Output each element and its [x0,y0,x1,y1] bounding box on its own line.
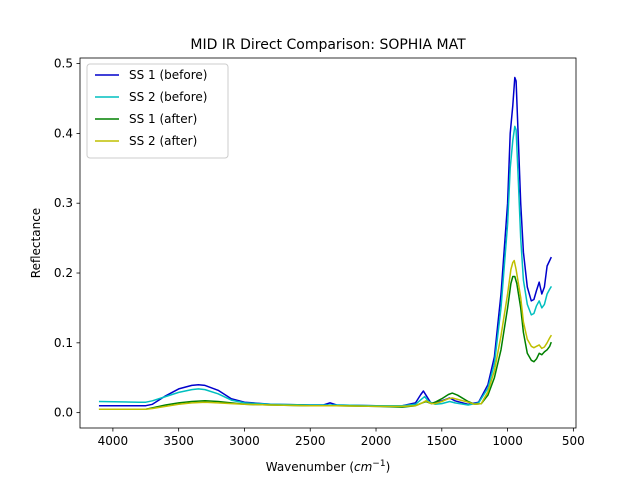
y-tick-label: 0.3 [54,196,73,210]
legend-label: SS 2 (after) [129,134,197,148]
y-tick-label: 0.2 [54,266,73,280]
x-tick-label: 3000 [229,434,260,448]
plot-frame [79,57,577,429]
y-tick-label: 0.1 [54,336,73,350]
y-tick-label: 0.5 [54,57,73,71]
series-line-2 [98,125,553,407]
y-axis-label: Reflectance [29,208,43,278]
x-tick-label: 2500 [295,434,326,448]
series-line-4 [98,259,553,410]
series-line-3 [98,275,552,410]
y-tick-label: 0.4 [54,126,73,140]
y-tick-label: 0.0 [54,406,73,420]
y-axis: 0.0 0.1 0.2 0.3 0.4 0.5 [54,57,80,420]
x-tick-label: 500 [562,434,585,448]
x-tick-label: 1000 [492,434,523,448]
legend-label: SS 2 (before) [129,90,207,104]
chart-title: MID IR Direct Comparison: SOPHIA MAT [190,37,466,53]
legend-box [86,63,229,159]
legend-label: SS 1 (before) [129,68,207,82]
legend-label: SS 1 (after) [129,112,197,126]
x-tick-label: 4000 [98,434,129,448]
x-tick-label: 2000 [361,434,392,448]
x-tick-label: 3500 [163,434,194,448]
x-tick-label: 1500 [427,434,458,448]
series-layer [98,76,553,410]
x-axis: 4000 3500 3000 2500 2000 1500 1000 500 [98,428,585,448]
legend: SS 1 (before) SS 2 (before) SS 1 (after) SS… [86,63,229,159]
x-axis-label: Wavenumber (cm−1) [266,459,391,474]
